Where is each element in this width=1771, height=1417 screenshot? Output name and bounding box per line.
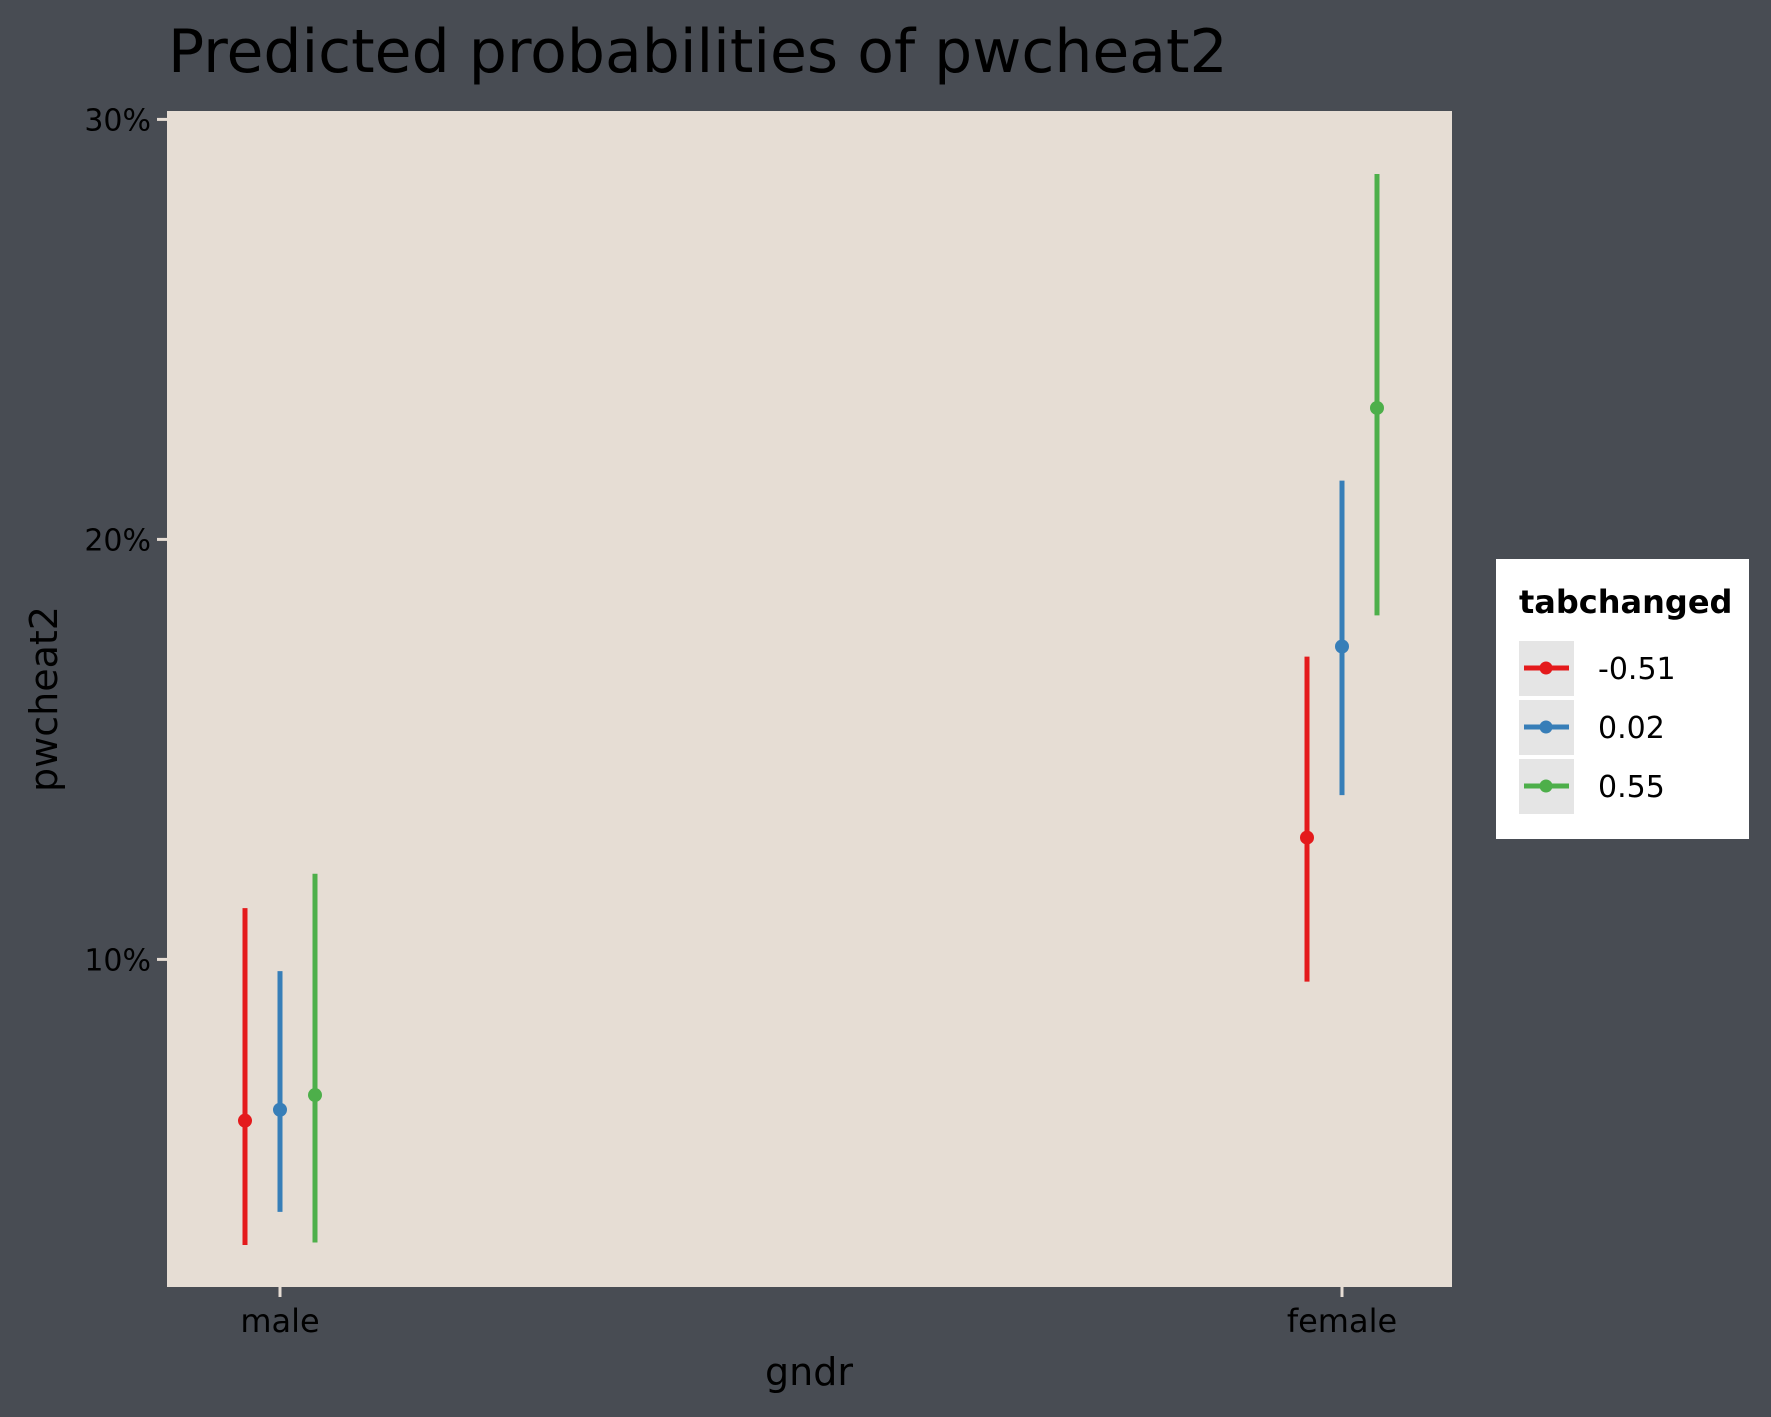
plot-panel	[167, 111, 1452, 1287]
data-point	[1335, 639, 1349, 654]
data-marks	[238, 174, 1384, 1245]
legend-title: tabchanged	[1519, 583, 1732, 621]
x-axis: male female	[240, 1287, 1397, 1340]
legend-key-point	[1539, 661, 1553, 675]
x-tick-label: male	[240, 1302, 319, 1340]
y-tick-label: 20%	[84, 523, 151, 558]
legend-key-point	[1539, 720, 1553, 734]
legend-item-label: -0.51	[1598, 652, 1676, 687]
legend-keys: -0.51 0.02 0.55	[1519, 641, 1676, 814]
data-point	[273, 1102, 287, 1117]
y-axis: 10% 20% 30%	[84, 103, 167, 978]
x-tick-label: female	[1287, 1302, 1397, 1340]
y-tick-label: 30%	[84, 103, 151, 138]
legend: tabchanged -0.51 0.02 0.55	[1496, 559, 1749, 839]
data-point	[308, 1088, 322, 1103]
y-axis-title: pwcheat2	[22, 606, 66, 792]
data-point	[238, 1113, 252, 1128]
legend-item-label: 0.55	[1598, 770, 1665, 805]
data-point	[1370, 400, 1384, 415]
legend-item-label: 0.02	[1598, 711, 1665, 746]
chart-title: Predicted probabilities of pwcheat2	[168, 17, 1228, 87]
y-tick-label: 10%	[84, 943, 151, 978]
x-axis-title: gndr	[765, 1350, 853, 1394]
legend-key-point	[1539, 779, 1553, 793]
data-point	[1300, 830, 1314, 845]
